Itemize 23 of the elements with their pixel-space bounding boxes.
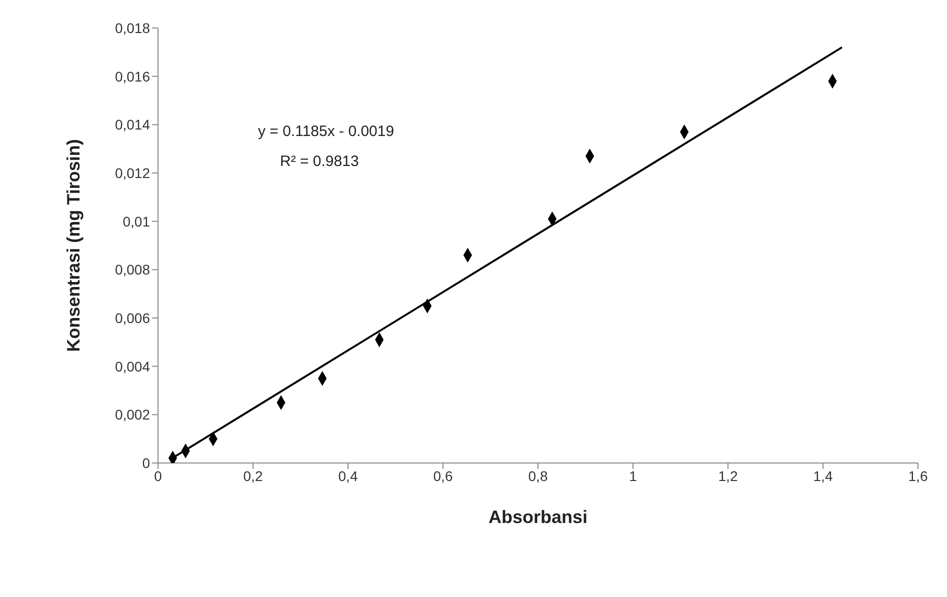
y-axis-title: Konsentrasi (mg Tirosin) bbox=[63, 139, 84, 352]
x-tick-label: 1,6 bbox=[908, 468, 928, 484]
annotation: R² = 0.9813 bbox=[280, 153, 359, 170]
x-tick-label: 0,2 bbox=[243, 468, 263, 484]
y-tick-label: 0,014 bbox=[114, 116, 150, 133]
y-tick-label: 0 bbox=[142, 454, 150, 471]
y-tick-label: 0,006 bbox=[114, 310, 150, 326]
y-tick-label: 0,018 bbox=[114, 20, 150, 36]
x-tick-label: 0,4 bbox=[338, 468, 358, 484]
x-tick-label: 0 bbox=[154, 468, 162, 484]
y-tick-label: 0,016 bbox=[114, 68, 150, 84]
x-tick-label: 1,4 bbox=[813, 468, 833, 484]
x-tick-label: 1,2 bbox=[718, 468, 738, 484]
y-tick-label: 0,002 bbox=[114, 406, 150, 423]
x-tick-label: 0,6 bbox=[433, 468, 453, 484]
annotation: y = 0.1185x - 0.0019 bbox=[258, 123, 394, 140]
y-tick-label: 0,004 bbox=[114, 358, 150, 374]
y-tick-label: 0,008 bbox=[114, 262, 150, 278]
x-tick-label: 0,8 bbox=[528, 468, 548, 484]
x-axis-title: Absorbansi bbox=[488, 507, 588, 527]
y-tick-label: 0,01 bbox=[122, 213, 150, 230]
y-tick-label: 0,012 bbox=[114, 164, 150, 181]
x-tick-label: 1 bbox=[629, 468, 638, 484]
